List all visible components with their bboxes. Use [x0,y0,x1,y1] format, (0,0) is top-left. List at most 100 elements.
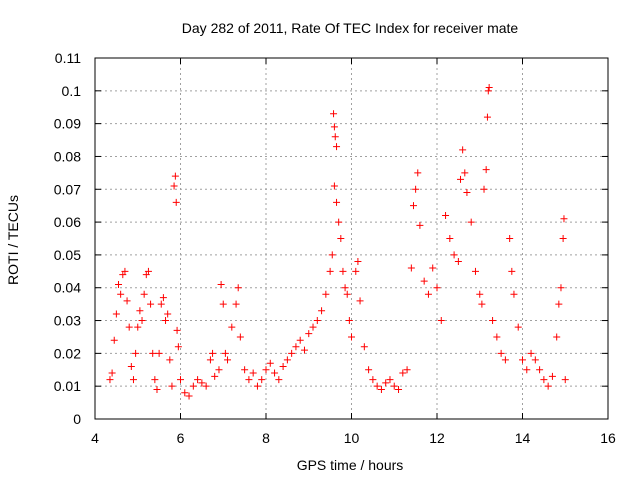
data-point [497,349,505,357]
data-point [377,385,385,393]
data-point [450,251,458,259]
data-point [485,84,493,92]
data-point [217,280,225,288]
data-point [157,300,165,308]
data-point [221,349,229,357]
data-point [166,356,174,364]
data-point [185,392,193,400]
y-tick-label: 0.06 [54,214,81,230]
data-point [121,267,129,275]
data-point [553,333,561,341]
data-point [117,290,125,298]
data-point [409,202,417,210]
data-point [345,317,353,325]
data-point [330,123,338,131]
data-point [106,376,114,384]
data-point [527,349,535,357]
data-point [454,257,462,265]
data-point [140,290,148,298]
data-point [399,369,407,377]
data-point [386,376,394,384]
data-point [510,290,518,298]
data-point [202,382,210,390]
data-point [480,185,488,193]
data-point [544,382,552,390]
data-point [232,300,240,308]
data-point [271,369,279,377]
data-point [279,362,287,370]
x-tick-label: 10 [344,430,360,446]
data-point [433,284,441,292]
y-tick-label: 0.07 [54,181,81,197]
data-point [337,235,345,242]
data-point [132,349,140,357]
data-point [360,343,368,351]
data-point [540,376,548,384]
data-point [189,382,197,390]
data-point [536,366,544,374]
x-tick-label: 14 [515,430,531,446]
data-point [429,264,437,272]
data-point [171,172,179,180]
y-tick-label: 0.1 [62,83,82,99]
data-point [127,362,135,370]
data-point [211,372,219,380]
axis-ticks: 0 0.01 0.02 0.03 0.04 0.05 0.06 0.07 0.08 0.09 0.1… [54,50,616,446]
data-point [296,336,304,344]
data-point [149,349,157,357]
grid-lines [95,58,608,419]
data-point [519,356,526,364]
y-tick-label: 0.11 [55,50,81,66]
data-point [253,382,261,390]
data-point [339,267,347,275]
y-tick-label: 0.03 [54,313,81,329]
data-point [414,169,422,177]
y-axis-label: ROTI / TECUs [5,195,21,285]
data-point [514,323,522,331]
x-tick-label: 16 [600,430,616,446]
data-point [129,376,137,384]
data-point [322,290,330,298]
data-point [172,198,180,206]
data-point [234,284,242,292]
data-point [373,382,381,390]
data-point [162,317,170,325]
data-point [115,280,123,288]
data-point [245,376,253,384]
data-point [125,323,133,331]
data-point [138,317,146,325]
data-point [459,146,467,154]
data-point [467,218,475,226]
data-point [508,267,516,275]
y-tick-label: 0.08 [54,148,81,164]
y-tick-label: 0 [73,411,81,427]
data-point [249,369,257,377]
data-point [331,133,339,141]
data-point [198,379,206,387]
data-point [416,221,424,229]
data-point [147,300,155,308]
data-point [561,376,569,384]
data-point [209,349,217,357]
data-point [318,307,326,315]
data-point [390,382,398,390]
x-tick-label: 12 [429,430,445,446]
data-point [219,300,227,308]
data-point [352,267,360,275]
data-point [461,169,469,177]
data-point [333,198,341,206]
data-point [343,290,351,298]
data-point [275,376,283,384]
data-point [177,376,184,384]
data-point [482,166,490,174]
y-tick-label: 0.05 [54,247,81,263]
y-tick-label: 0.09 [54,116,81,132]
data-point [136,307,144,315]
data-point [463,189,471,197]
data-point [241,366,249,374]
data-point [395,385,403,393]
data-point [288,349,296,357]
y-tick-label: 0.04 [54,280,81,296]
data-point [215,366,223,374]
